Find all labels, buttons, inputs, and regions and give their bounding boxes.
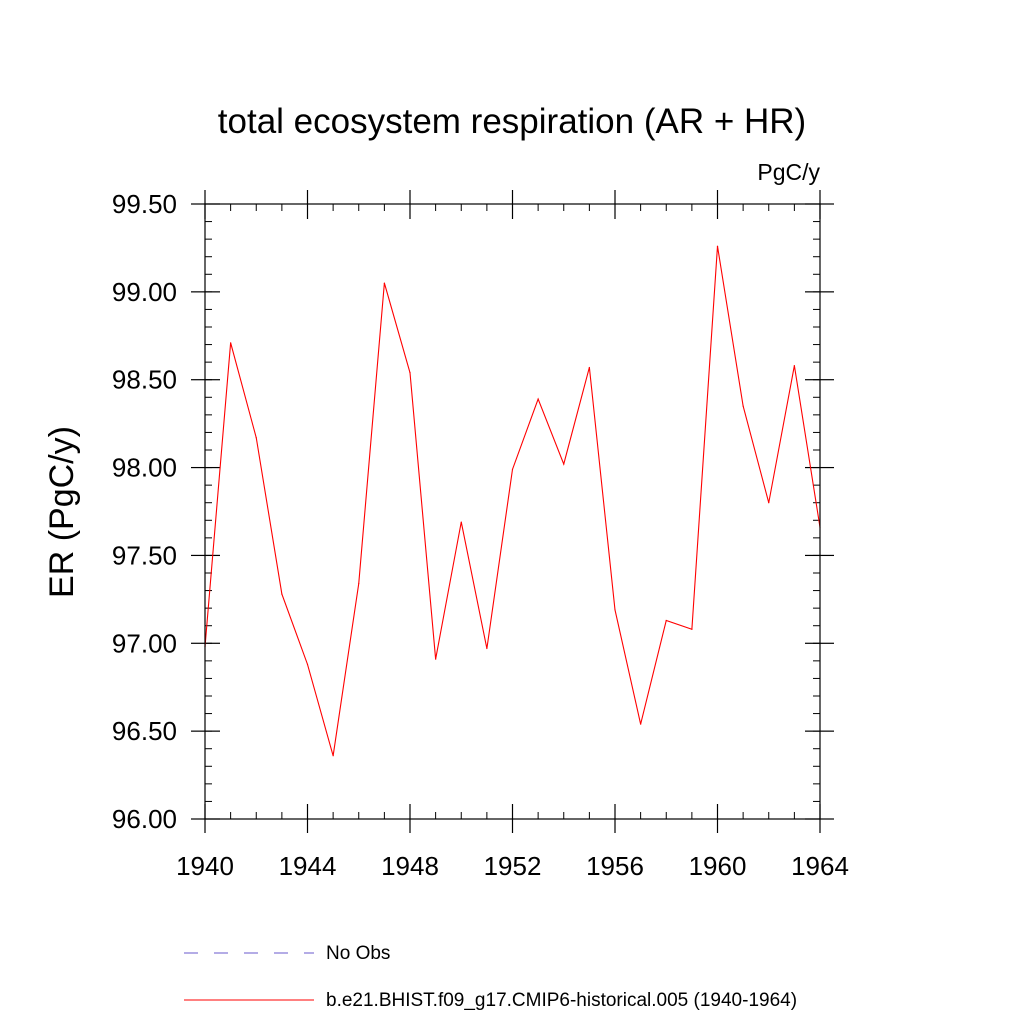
data-point bbox=[255, 437, 257, 439]
legend-label-historical: b.e21.BHIST.f09_g17.CMIP6-historical.005… bbox=[326, 990, 797, 1011]
tick-labels: 1940 1944 1948 1952 1956 1960 1964 96.00 96.50 97… bbox=[112, 189, 849, 881]
data-point bbox=[665, 619, 667, 622]
data-point bbox=[793, 365, 795, 367]
y-tick-label: 97.00 bbox=[112, 628, 177, 658]
data-point bbox=[511, 468, 514, 470]
series-layer bbox=[204, 245, 821, 757]
legend: No Obs b.e21.BHIST.f09_g17.CMIP6-histori… bbox=[184, 943, 797, 1011]
data-point bbox=[435, 658, 437, 660]
legend-label-no-obs: No Obs bbox=[326, 943, 390, 964]
y-tick-label: 98.50 bbox=[112, 365, 177, 395]
data-point bbox=[742, 405, 744, 407]
data-point bbox=[691, 628, 693, 630]
data-point bbox=[588, 366, 590, 369]
data-point bbox=[383, 282, 385, 284]
data-point bbox=[640, 723, 642, 725]
x-tick-label: 1948 bbox=[381, 851, 439, 881]
minor-ticks bbox=[204, 203, 821, 820]
data-point bbox=[563, 463, 565, 465]
y-axis-label: ER (PgC/y) bbox=[43, 426, 81, 598]
y-tick-label: 99.50 bbox=[112, 189, 177, 219]
data-point bbox=[281, 593, 283, 595]
x-tick-label: 1964 bbox=[791, 851, 849, 881]
data-point bbox=[537, 398, 539, 400]
x-tick-label: 1940 bbox=[176, 851, 234, 881]
y-tick-label: 96.00 bbox=[112, 804, 177, 834]
x-tick-label: 1956 bbox=[586, 851, 644, 881]
data-point bbox=[358, 582, 360, 585]
chart-title: total ecosystem respiration (AR + HR) bbox=[218, 102, 806, 141]
data-point bbox=[614, 609, 616, 611]
y-tick-label: 98.00 bbox=[112, 453, 177, 483]
x-tick-label: 1952 bbox=[484, 851, 542, 881]
data-point bbox=[332, 755, 334, 757]
data-point bbox=[230, 342, 232, 344]
data-point bbox=[486, 647, 488, 650]
data-point bbox=[716, 245, 719, 247]
units-label: PgC/y bbox=[757, 159, 820, 185]
plot-frame bbox=[204, 203, 821, 820]
series-line bbox=[204, 246, 821, 756]
major-ticks bbox=[191, 190, 834, 833]
y-tick-label: 96.50 bbox=[112, 716, 177, 746]
data-point bbox=[768, 502, 770, 504]
y-tick-label: 97.50 bbox=[112, 540, 177, 570]
data-point bbox=[460, 521, 462, 523]
x-tick-label: 1960 bbox=[689, 851, 747, 881]
data-point bbox=[306, 663, 309, 665]
y-tick-label: 99.00 bbox=[112, 277, 177, 307]
data-point bbox=[409, 372, 411, 374]
x-tick-label: 1944 bbox=[279, 851, 337, 881]
